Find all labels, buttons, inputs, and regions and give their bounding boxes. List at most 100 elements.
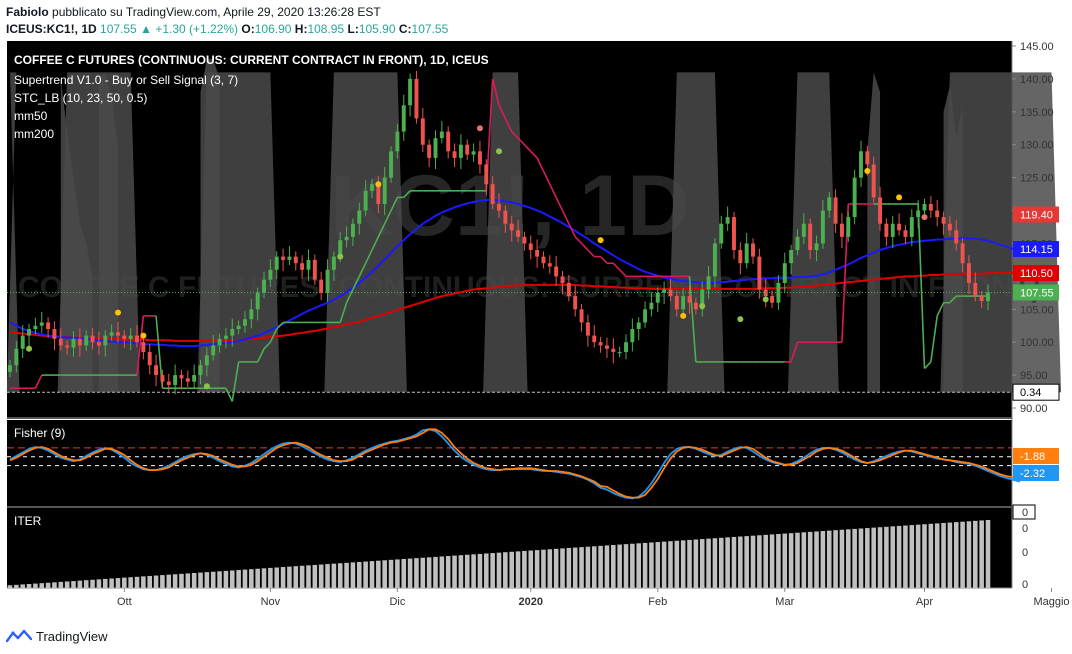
- candle-body: [947, 223, 952, 231]
- candle-body: [935, 210, 940, 218]
- iter-bar: [306, 565, 311, 588]
- iter-bar: [738, 536, 743, 588]
- supertrend-segment: [231, 361, 240, 402]
- y-tick-label: 145.00: [1020, 41, 1054, 53]
- candle-body: [509, 223, 514, 231]
- iter-bar: [795, 532, 800, 588]
- supertrend-segment: [504, 118, 513, 132]
- iter-bar: [947, 522, 953, 588]
- candle-body: [27, 329, 32, 336]
- iter-bar: [77, 580, 83, 588]
- iter-bar: [414, 558, 419, 588]
- iter-bar: [636, 543, 642, 588]
- candle-body: [490, 184, 495, 204]
- supertrend-segment: [339, 302, 348, 323]
- iter-bar: [757, 535, 762, 588]
- supertrend-segment: [530, 150, 538, 159]
- iter-bar: [388, 559, 394, 588]
- supertrend-segment: [580, 242, 589, 251]
- iter-bar: [960, 521, 965, 588]
- y-tick-label: 105.00: [1020, 304, 1054, 316]
- candle-body: [801, 223, 806, 237]
- supertrend-segment: [276, 321, 284, 330]
- iter-bar: [407, 558, 413, 588]
- iter-bar: [172, 574, 178, 588]
- iter-bar: [147, 575, 153, 588]
- iter-bar: [522, 550, 527, 588]
- supertrend-segment: [263, 341, 271, 350]
- x-tick-label: Mar: [775, 596, 794, 608]
- candle-body: [268, 269, 273, 280]
- iter-bar: [839, 529, 845, 588]
- iter-bar: [630, 543, 635, 588]
- candle-body: [497, 203, 501, 211]
- candle-body: [300, 263, 305, 270]
- iter-bar: [858, 528, 864, 588]
- footer-brand[interactable]: TradingView: [6, 626, 108, 646]
- candle-body: [135, 335, 139, 343]
- brand-name: TradingView: [36, 628, 108, 644]
- iter-bar: [134, 576, 140, 588]
- signal-dot: [699, 302, 706, 309]
- iter-bar: [928, 523, 934, 588]
- candle-body: [941, 217, 946, 224]
- iter-bar: [458, 555, 464, 588]
- iter-bar: [445, 556, 451, 588]
- candle-body: [865, 151, 870, 165]
- iter-bar: [979, 520, 984, 588]
- candle-body: [65, 345, 70, 348]
- iter-bar: [820, 531, 826, 588]
- supertrend-segment: [403, 190, 411, 198]
- iter-bar: [210, 571, 216, 588]
- candle-body: [655, 292, 660, 303]
- candle-body: [833, 197, 838, 224]
- candle-body: [39, 322, 44, 326]
- candle-body: [363, 190, 368, 211]
- stc-ridge: [867, 72, 881, 393]
- supertrend-segment: [383, 210, 392, 225]
- supertrend-segment: [34, 374, 43, 389]
- open-value: 106.90: [254, 22, 292, 36]
- iter-bar: [985, 520, 991, 588]
- iter-bar: [166, 574, 172, 588]
- candle-body: [757, 256, 762, 290]
- candle-body: [325, 269, 330, 293]
- candle-body: [376, 184, 381, 204]
- candle-body: [236, 325, 241, 330]
- iter-bar: [223, 570, 229, 588]
- candle-body: [795, 236, 800, 251]
- x-tick-label: Dic: [389, 596, 405, 608]
- iter-bar: [731, 536, 737, 588]
- candle-body: [789, 250, 794, 264]
- iter-bar: [661, 541, 667, 588]
- supertrend-segment: [574, 236, 583, 245]
- up-arrow-icon: ▲: [140, 22, 152, 36]
- candle-body: [522, 236, 527, 244]
- candle-body: [554, 266, 559, 277]
- iter-bar: [318, 564, 324, 588]
- candle-body: [973, 282, 978, 297]
- iter-bar: [83, 580, 89, 588]
- candle-body: [878, 197, 883, 224]
- price-label-text: 114.15: [1020, 244, 1053, 256]
- price-label-box: [1013, 241, 1059, 258]
- iter-bar: [293, 566, 299, 588]
- header-bar: Fabiolo pubblicato su TradingView.com, A…: [0, 0, 1072, 40]
- candle-body: [604, 345, 609, 349]
- supertrend-segment: [498, 104, 507, 119]
- candle-body: [204, 355, 209, 366]
- candle-body: [820, 210, 825, 244]
- signal-dot: [896, 194, 903, 201]
- iter-bar: [439, 556, 445, 588]
- iter-bar: [706, 538, 711, 588]
- y-tick-label: 135.00: [1020, 107, 1054, 119]
- candle-body: [338, 240, 343, 257]
- signal-dot: [140, 332, 147, 339]
- supertrend-segment: [612, 262, 621, 271]
- candle-body: [141, 342, 146, 353]
- candle-body: [198, 365, 203, 376]
- candle-body: [890, 223, 895, 237]
- fisher-label-box: [1013, 448, 1059, 464]
- supertrend-segment: [345, 289, 354, 304]
